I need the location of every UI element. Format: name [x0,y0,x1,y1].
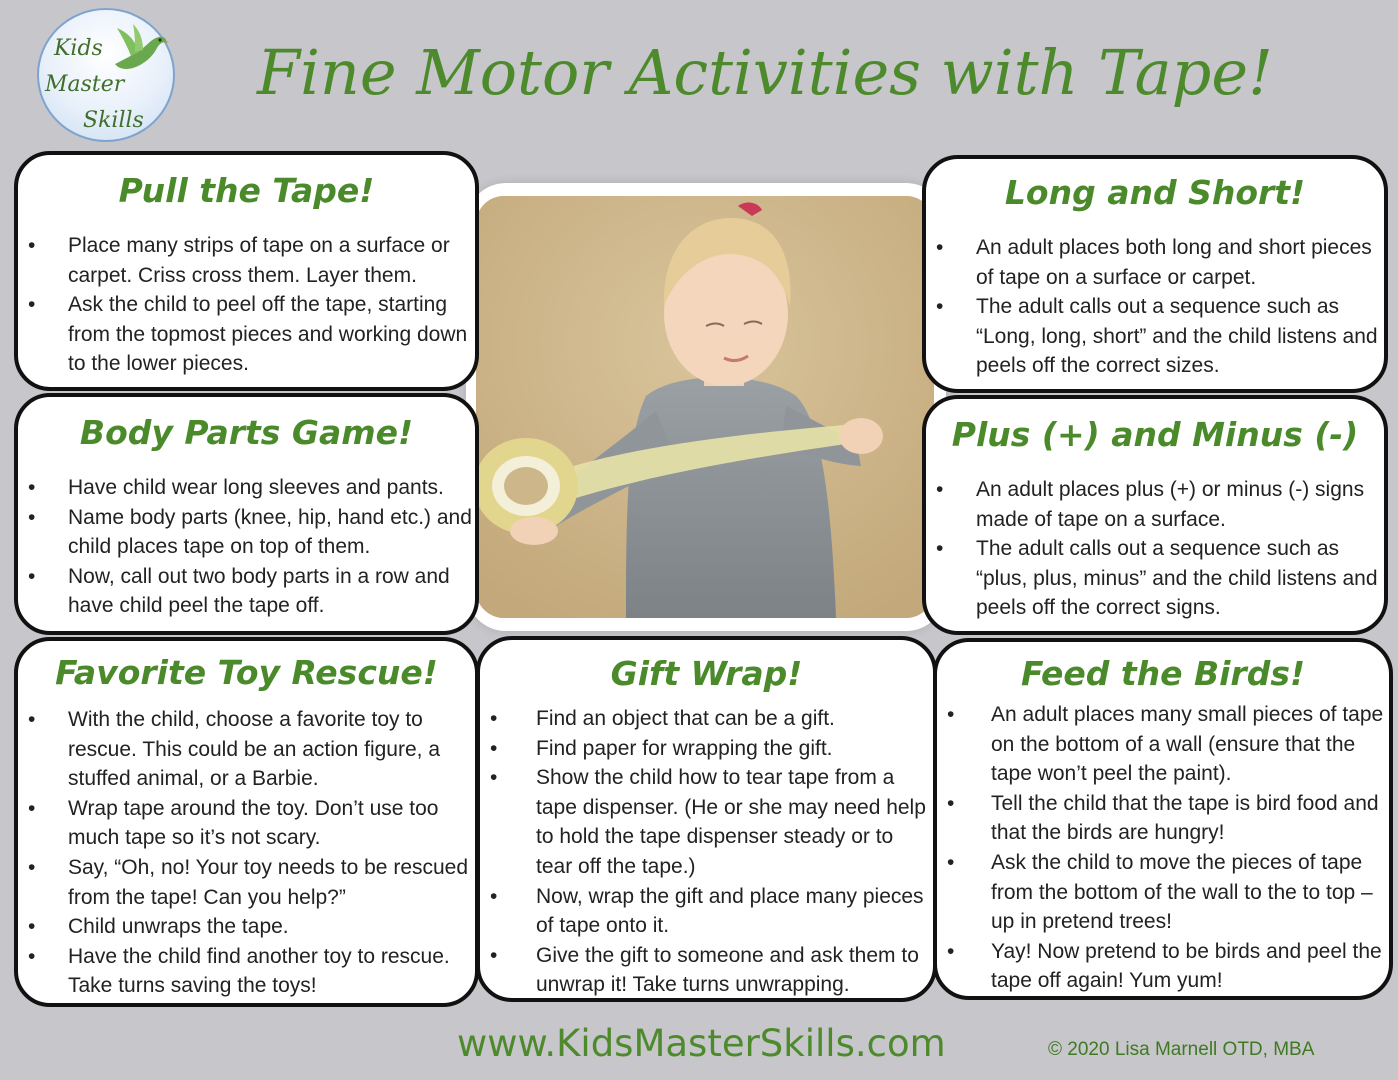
list-item: Tell the child that the tape is bird foo… [937,789,1389,848]
card-favorite-toy-rescue: Favorite Toy Rescue! With the child, cho… [14,637,479,1007]
card-feed-the-birds: Feed the Birds! An adult places many sma… [933,638,1393,1000]
card-title: Plus (+) and Minus (-) [951,415,1359,454]
logo-text-kids: Kids [54,36,103,61]
list-item: Show the child how to tear tape from a t… [480,763,933,881]
logo-text-skills: Skills [83,108,144,133]
card-title: Favorite Toy Rescue! [55,653,438,692]
card-gift-wrap: Gift Wrap! Find an object that can be a … [476,636,937,1002]
list-item: An adult places both long and short piec… [926,233,1384,292]
card-title: Pull the Tape! [118,171,375,210]
list-item: Wrap tape around the toy. Don’t use too … [18,794,475,853]
list-item: The adult calls out a sequence such as “… [926,534,1384,623]
list-item: The adult calls out a sequence such as “… [926,292,1384,381]
list-item: Ask the child to peel off the tape, star… [18,290,475,379]
bird-icon [115,24,169,69]
list-item: Place many strips of tape on a surface o… [18,231,475,290]
website-link[interactable]: www.KidsMasterSkills.com [457,1022,946,1065]
child-photo [476,196,934,618]
list-item: Ask the child to move the pieces of tape… [937,848,1389,937]
list-item: Say, “Oh, no! Your toy needs to be rescu… [18,853,475,912]
list-item: Have child wear long sleeves and pants. [18,473,475,503]
list-item: With the child, choose a favorite toy to… [18,705,475,794]
card-pull-the-tape: Pull the Tape! Place many strips of tape… [14,151,479,391]
list-item: Give the gift to someone and ask them to… [480,941,933,998]
card-body-parts-game: Body Parts Game! Have child wear long sl… [14,393,479,635]
list-item: Have the child find another toy to rescu… [18,942,475,1001]
list-item: Find an object that can be a gift. [480,704,933,734]
card-title: Feed the Birds! [1020,654,1306,693]
card-title: Long and Short! [1004,173,1306,212]
bullet-list: Place many strips of tape on a surface o… [18,231,475,379]
logo: Kids Master Skills [37,8,175,142]
list-item: Now, wrap the gift and place many pieces… [480,882,933,941]
bullet-list: Find an object that can be a gift. Find … [480,704,933,998]
list-item: Yay! Now pretend to be birds and peel th… [937,937,1389,996]
list-item: An adult places many small pieces of tap… [937,700,1389,789]
page-title: Fine Motor Activities with Tape! [257,36,1273,109]
list-item: An adult places plus (+) or minus (-) si… [926,475,1384,534]
bullet-list: An adult places many small pieces of tap… [937,700,1389,996]
card-title: Body Parts Game! [79,413,414,452]
list-item: Find paper for wrapping the gift. [480,734,933,764]
copyright-notice: © 2020 Lisa Marnell OTD, MBA [1048,1039,1315,1060]
logo-text-master: Master [45,72,125,97]
list-item: Name body parts (knee, hip, hand etc.) a… [18,503,475,562]
card-long-and-short: Long and Short! An adult places both lon… [922,155,1388,393]
bullet-list: An adult places both long and short piec… [926,233,1384,381]
list-item: Now, call out two body parts in a row an… [18,562,475,621]
bullet-list: With the child, choose a favorite toy to… [18,705,475,1001]
bullet-list: An adult places plus (+) or minus (-) si… [926,475,1384,623]
list-item: Child unwraps the tape. [18,912,475,942]
bullet-list: Have child wear long sleeves and pants. … [18,473,475,621]
card-title: Gift Wrap! [610,654,803,693]
card-plus-and-minus: Plus (+) and Minus (-) An adult places p… [922,395,1388,635]
